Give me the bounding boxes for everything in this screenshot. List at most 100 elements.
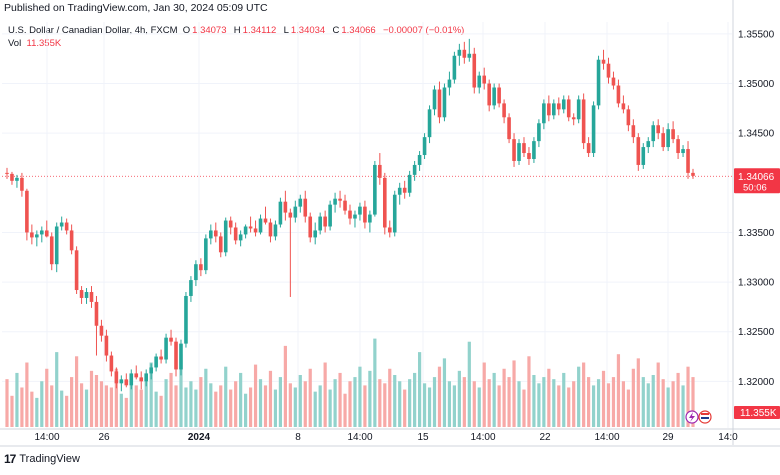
candle-body [417,155,422,165]
price-tick-label: 1.32500 [738,327,775,338]
volume-badge [734,406,780,419]
volume-bar [408,379,412,427]
candle-body [596,59,601,106]
volume-bar [626,389,630,427]
volume-bar [601,370,606,427]
candle-body [328,204,332,227]
candle-body [243,226,248,235]
volume-bar [89,370,94,427]
volume-bar [5,379,9,427]
candle-body [44,230,49,237]
volume-bar [55,352,59,427]
candle-body [174,341,178,370]
candle-body [278,201,283,225]
candle-body [566,99,571,118]
candle-body [343,200,347,211]
candle-body [422,137,427,156]
volume-bar [527,356,531,427]
volume-bar [666,387,670,427]
volume-bar [646,383,650,427]
volume-bar [621,381,626,427]
candle-body [253,228,258,233]
time-tick-label: 2024 [188,432,211,443]
candle-body [656,125,661,134]
last-price-label: 1.34066 [738,172,775,183]
volume-bar [323,362,327,427]
volume-bar [681,385,685,427]
time-tick-label: 8 [295,432,301,443]
candle-body [482,75,487,84]
candle-body [387,227,392,233]
candle-body [442,87,447,118]
volume-bar [139,389,143,427]
volume-bar [552,379,556,427]
time-tick-label: 14:00 [34,432,59,443]
candle-body [547,103,551,116]
volume-bar [512,360,516,427]
volume-bar [114,368,118,427]
candle-body [556,103,561,110]
volume-bar [537,383,541,427]
candle-body [427,109,432,138]
volume-bar [194,389,198,427]
volume-bar [199,377,203,427]
volume-bar [239,372,243,427]
candle-body [204,238,208,271]
price-tick-label: 1.33000 [738,278,775,289]
time-tick-label: 14:00 [594,432,619,443]
volume-bar [283,345,287,427]
candle-body [179,343,183,370]
candle-body [293,206,298,218]
volume-bar [278,377,283,427]
volume-bar [248,387,253,427]
candle-body [686,149,690,173]
volume-bar [129,381,133,427]
volume-bar [40,381,44,427]
volume-bar [487,379,491,427]
volume-bar [224,366,228,427]
candle-body [497,87,501,104]
candle-body [382,177,387,228]
open-label: O [182,25,191,36]
volume-bar [427,387,432,427]
volume-bar [442,358,447,427]
volume-bar [452,385,456,427]
volume-bar [422,383,427,427]
volume-value: 11.355K [26,38,62,49]
candle-body [363,206,367,223]
volume-bar [338,372,342,427]
volume-label: Vol [8,38,22,49]
volume-bar [358,366,362,427]
candle-body [189,280,193,296]
volume-bar [497,385,501,427]
volume-bar [467,341,471,427]
candle-body [691,172,695,176]
flag-stripe-icon [701,413,709,415]
candle-body [323,216,327,227]
volume-bar [373,338,377,427]
candle-body [218,236,223,253]
time-tick-label: 14:0 [718,432,738,443]
price-tick-label: 1.34500 [738,129,775,140]
volume-bar [25,362,29,427]
candle-body [651,125,656,142]
time-tick-label: 14:00 [347,432,372,443]
candle-body [233,227,238,241]
candle-body [35,234,39,238]
symbol-title: U.S. Dollar / Canadian Dollar, 4h, FXCM [8,25,178,36]
published-note: Published on TradingView.com, Jan 30, 20… [4,2,268,14]
volume-bar [656,362,660,427]
volume-bar [616,354,621,427]
candle-body [283,201,288,213]
candle-body [169,337,173,342]
volume-badge-label: 11.355K [740,408,777,419]
volume-bar [661,379,665,427]
volume-bar [641,377,645,427]
time-tick-label: 26 [98,432,110,443]
candle-body [213,230,218,237]
candle-body [64,222,69,231]
tradingview-brand[interactable]: 17 TradingView [4,452,80,466]
candle-body [54,226,59,265]
